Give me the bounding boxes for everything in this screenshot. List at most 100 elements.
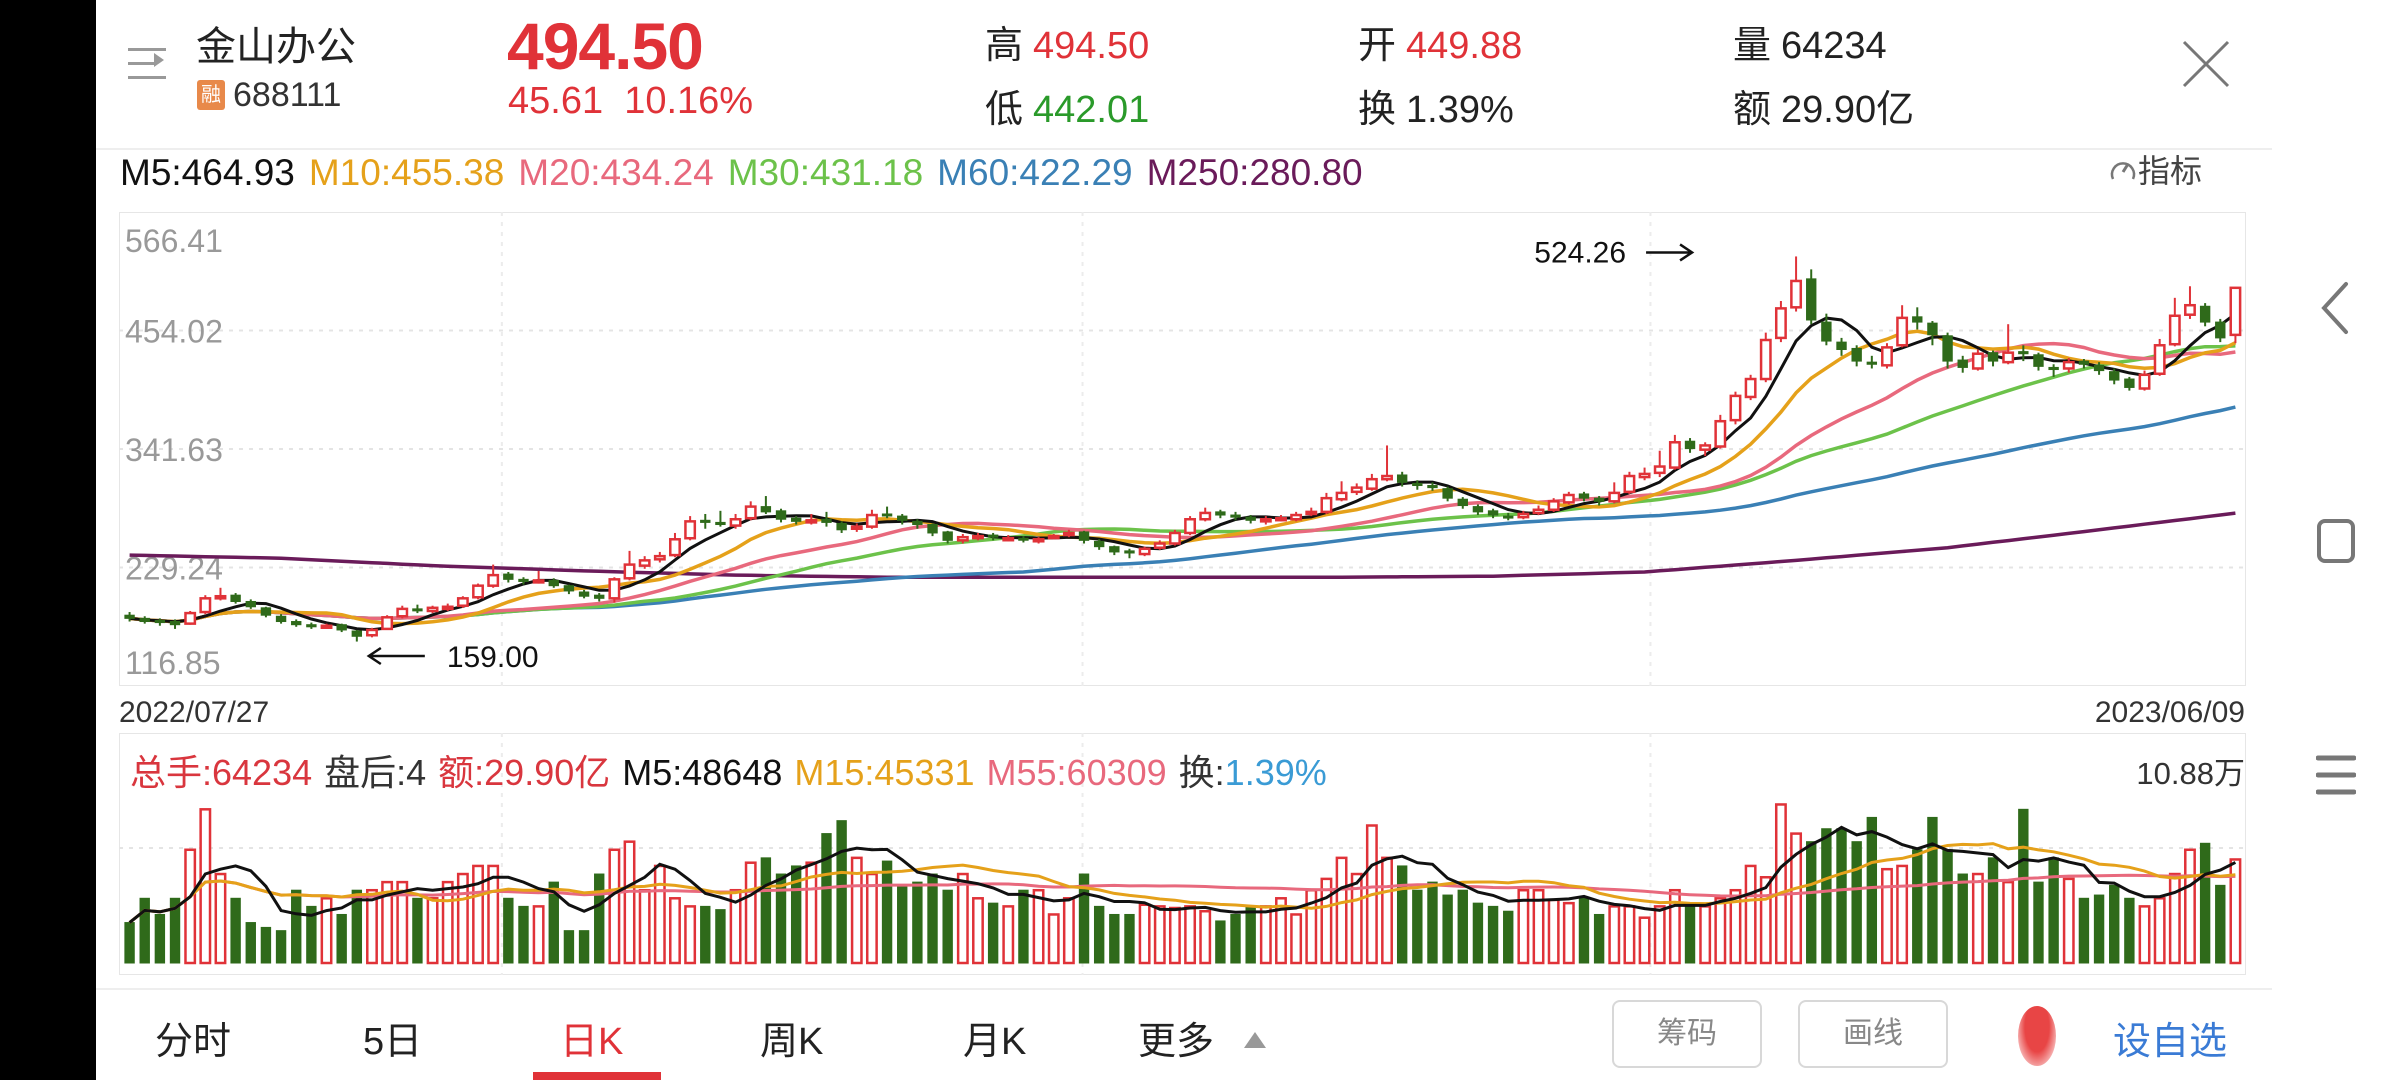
start-date: 2022/07/27 [119, 696, 270, 729]
recents-nav-icon[interactable] [2316, 752, 2356, 798]
volume-chart[interactable] [119, 733, 2246, 975]
candle-up [1623, 471, 1636, 494]
volume-bar-down [987, 902, 999, 964]
candle-up [1032, 537, 1045, 544]
candle-up [1138, 546, 1151, 557]
candle-down [1124, 548, 1135, 559]
candle-up [1365, 473, 1378, 491]
back-nav-icon[interactable] [2318, 280, 2352, 336]
tab-5day[interactable]: 5日 [363, 1021, 423, 1063]
volume-bar-down [124, 922, 135, 964]
candle-down [1593, 496, 1605, 506]
candle-body [956, 535, 969, 542]
candle-up [1199, 507, 1212, 522]
candle-down [594, 593, 605, 602]
volume-bar-up [653, 864, 666, 965]
candle-down [230, 593, 241, 604]
volume-bar-down [2093, 894, 2105, 964]
candle-down [1109, 545, 1120, 556]
volume-bar-down [1396, 865, 1408, 964]
vol-m15: M15:45331 [794, 752, 975, 793]
candle-body [1759, 338, 1772, 381]
candle-body [1215, 511, 1226, 516]
candle-body [275, 615, 287, 623]
candle-body [729, 518, 742, 527]
tab-intraday[interactable]: 分时 [155, 1021, 232, 1063]
volume-bar-down [245, 922, 256, 964]
candle-up [729, 513, 742, 529]
candle-body [653, 554, 666, 561]
kline-chart[interactable]: 566.41454.02341.63229.24116.85524.26159.… [119, 212, 2246, 686]
tab-monthly-k[interactable]: 月K [963, 1021, 1027, 1063]
current-price: 494.50 [507, 9, 704, 83]
volume-bar-up [744, 861, 757, 965]
candle-body [1002, 536, 1015, 542]
stock-list-menu-icon[interactable] [128, 44, 172, 84]
open-value: 449.88 [1406, 25, 1523, 67]
candle-down [897, 513, 908, 525]
candle-body [594, 594, 605, 599]
draw-line-button[interactable]: 画线 [1798, 1000, 1948, 1068]
volume-bar-down [1124, 913, 1135, 964]
candle-up [1971, 349, 1984, 371]
volume-bar-down [1836, 828, 1847, 964]
candle-down [563, 584, 575, 595]
candle-body [1547, 500, 1560, 512]
tab-weekly-k[interactable]: 周K [760, 1021, 824, 1063]
candle-up [2153, 338, 2166, 376]
amount-value: 29.90亿 [1781, 89, 1915, 131]
ma5-label: M5:464.93 [120, 152, 295, 193]
add-favorite-button[interactable]: 设自选 [2113, 1021, 2228, 1063]
vol-m5: M5:48648 [622, 752, 783, 793]
close-icon[interactable] [2178, 36, 2234, 92]
candle-up [2184, 286, 2196, 319]
volume-bar-down [881, 860, 893, 964]
ma10-line [129, 329, 2237, 626]
low-label: 低 [985, 89, 1024, 131]
volume-bar-down [2048, 857, 2059, 964]
candle-body [1047, 534, 1060, 540]
volume-bar-down [836, 820, 847, 964]
candle-body [1821, 321, 1832, 342]
active-tab-indicator [533, 1072, 661, 1080]
record-dot-icon[interactable] [2018, 1006, 2056, 1066]
candle-body [684, 520, 697, 540]
turnover-stat: 换 1.39% [1358, 78, 1514, 133]
candle-body [1245, 516, 1256, 521]
candle-body [623, 563, 636, 580]
candle-down [1957, 355, 1968, 373]
candle-body [760, 506, 772, 513]
volume-bar-up [2153, 897, 2166, 965]
candle-body [1836, 341, 1847, 350]
volume-bar-up [1971, 872, 1984, 965]
candle-body [865, 513, 878, 528]
chips-button[interactable]: 筹码 [1612, 1000, 1762, 1068]
candle-up [638, 556, 651, 569]
candle-up [456, 596, 469, 608]
indicator-button[interactable]: 指标 [2108, 146, 2202, 192]
candle-down [503, 571, 514, 583]
candle-body [260, 607, 272, 616]
volume-bar-up [1744, 864, 1757, 965]
candle-up [366, 627, 378, 638]
volume-bar-down [1987, 857, 1999, 964]
candle-body [578, 591, 590, 597]
tab-more[interactable]: 更多 [1138, 1010, 1267, 1065]
candle-body [1138, 547, 1151, 556]
volume-bar-up [2229, 858, 2242, 965]
candle-down [2124, 376, 2135, 391]
home-nav-icon[interactable] [2316, 518, 2356, 564]
y-tick-label: 116.85 [125, 645, 221, 681]
ma60-label: M60:422.29 [937, 152, 1133, 193]
tab-daily-k[interactable]: 日K [560, 1021, 624, 1063]
candle-body [1774, 307, 1787, 340]
candle-body [245, 600, 256, 608]
candle-up [1153, 540, 1166, 550]
candle-down [2018, 345, 2029, 362]
candle-body [1714, 419, 1727, 448]
candle-body [942, 531, 953, 541]
amount-stat: 额 29.90亿 [1733, 78, 1914, 133]
candle-body [2109, 371, 2120, 381]
volume-bar-down [2199, 842, 2211, 964]
volume-bar-up [729, 888, 742, 965]
